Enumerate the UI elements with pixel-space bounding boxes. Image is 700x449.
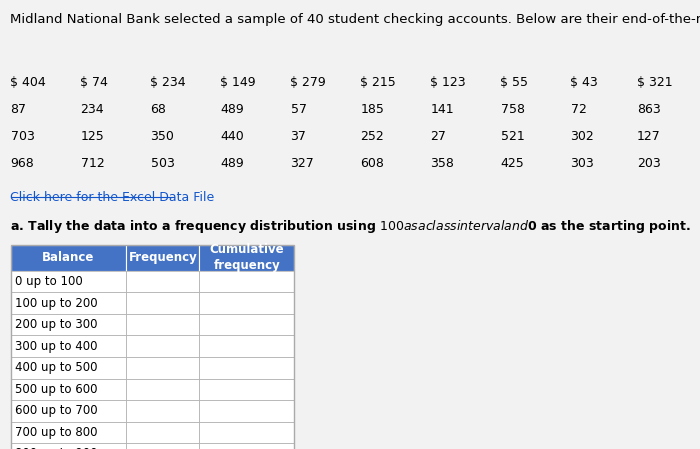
Text: 234: 234 <box>80 103 104 116</box>
FancyBboxPatch shape <box>126 314 200 335</box>
Text: 440: 440 <box>220 130 244 143</box>
FancyBboxPatch shape <box>199 379 294 400</box>
Text: $ 321: $ 321 <box>637 76 673 89</box>
Text: $ 43: $ 43 <box>570 76 598 89</box>
FancyBboxPatch shape <box>10 271 126 292</box>
Text: 125: 125 <box>80 130 104 143</box>
Text: 358: 358 <box>430 157 454 170</box>
Text: $ 404: $ 404 <box>10 76 46 89</box>
Text: Midland National Bank selected a sample of 40 student checking accounts. Below a: Midland National Bank selected a sample … <box>10 13 700 26</box>
Text: 302: 302 <box>570 130 594 143</box>
Text: 300 up to 400: 300 up to 400 <box>15 340 97 352</box>
FancyBboxPatch shape <box>126 245 200 271</box>
Text: 425: 425 <box>500 157 524 170</box>
FancyBboxPatch shape <box>10 422 126 443</box>
Text: $ 279: $ 279 <box>290 76 326 89</box>
Text: 800 up to 900: 800 up to 900 <box>15 448 97 449</box>
Text: 500 up to 600: 500 up to 600 <box>15 383 97 396</box>
FancyBboxPatch shape <box>126 271 200 292</box>
Text: 200 up to 300: 200 up to 300 <box>15 318 97 331</box>
Text: 87: 87 <box>10 103 27 116</box>
FancyBboxPatch shape <box>10 400 126 422</box>
Text: 400 up to 500: 400 up to 500 <box>15 361 97 374</box>
Text: Frequency: Frequency <box>128 251 197 264</box>
FancyBboxPatch shape <box>126 422 200 443</box>
FancyBboxPatch shape <box>199 314 294 335</box>
Text: a. Tally the data into a frequency distribution using $100 as a class interval a: a. Tally the data into a frequency distr… <box>10 218 692 235</box>
Text: 600 up to 700: 600 up to 700 <box>15 405 97 417</box>
Text: $ 215: $ 215 <box>360 76 396 89</box>
Text: 57: 57 <box>290 103 307 116</box>
Text: 521: 521 <box>500 130 524 143</box>
FancyBboxPatch shape <box>10 335 126 357</box>
FancyBboxPatch shape <box>10 314 126 335</box>
FancyBboxPatch shape <box>199 271 294 292</box>
FancyBboxPatch shape <box>10 292 126 314</box>
Text: 700 up to 800: 700 up to 800 <box>15 426 97 439</box>
Text: Cumulative
frequency: Cumulative frequency <box>209 243 284 272</box>
Text: 968: 968 <box>10 157 34 170</box>
FancyBboxPatch shape <box>199 292 294 314</box>
Text: 703: 703 <box>10 130 34 143</box>
Text: $ 123: $ 123 <box>430 76 466 89</box>
Text: $ 234: $ 234 <box>150 76 186 89</box>
Text: 203: 203 <box>637 157 661 170</box>
FancyBboxPatch shape <box>199 245 294 271</box>
Text: 489: 489 <box>220 103 244 116</box>
Text: 141: 141 <box>430 103 454 116</box>
Text: 127: 127 <box>637 130 661 143</box>
Text: 303: 303 <box>570 157 594 170</box>
Text: 503: 503 <box>150 157 174 170</box>
FancyBboxPatch shape <box>126 357 200 379</box>
FancyBboxPatch shape <box>199 335 294 357</box>
Text: 72: 72 <box>570 103 587 116</box>
Text: 350: 350 <box>150 130 174 143</box>
FancyBboxPatch shape <box>10 245 126 271</box>
FancyBboxPatch shape <box>199 400 294 422</box>
Text: 68: 68 <box>150 103 167 116</box>
Text: 37: 37 <box>290 130 307 143</box>
FancyBboxPatch shape <box>126 443 200 449</box>
Text: 863: 863 <box>637 103 661 116</box>
Text: 712: 712 <box>80 157 104 170</box>
FancyBboxPatch shape <box>126 379 200 400</box>
Text: $ 55: $ 55 <box>500 76 528 89</box>
FancyBboxPatch shape <box>126 400 200 422</box>
FancyBboxPatch shape <box>199 422 294 443</box>
Text: $ 149: $ 149 <box>220 76 256 89</box>
Text: Click here for the Excel Data File: Click here for the Excel Data File <box>10 191 215 204</box>
Text: Balance: Balance <box>42 251 94 264</box>
Text: 0 up to 100: 0 up to 100 <box>15 275 83 288</box>
FancyBboxPatch shape <box>199 357 294 379</box>
Text: 100 up to 200: 100 up to 200 <box>15 297 97 309</box>
FancyBboxPatch shape <box>126 335 200 357</box>
FancyBboxPatch shape <box>126 292 200 314</box>
Text: 608: 608 <box>360 157 384 170</box>
FancyBboxPatch shape <box>10 357 126 379</box>
Text: $ 74: $ 74 <box>80 76 108 89</box>
FancyBboxPatch shape <box>10 443 126 449</box>
Text: 185: 185 <box>360 103 384 116</box>
Text: 489: 489 <box>220 157 244 170</box>
Text: 758: 758 <box>500 103 524 116</box>
Text: 27: 27 <box>430 130 447 143</box>
Text: 327: 327 <box>290 157 314 170</box>
FancyBboxPatch shape <box>199 443 294 449</box>
Text: 252: 252 <box>360 130 384 143</box>
FancyBboxPatch shape <box>10 379 126 400</box>
